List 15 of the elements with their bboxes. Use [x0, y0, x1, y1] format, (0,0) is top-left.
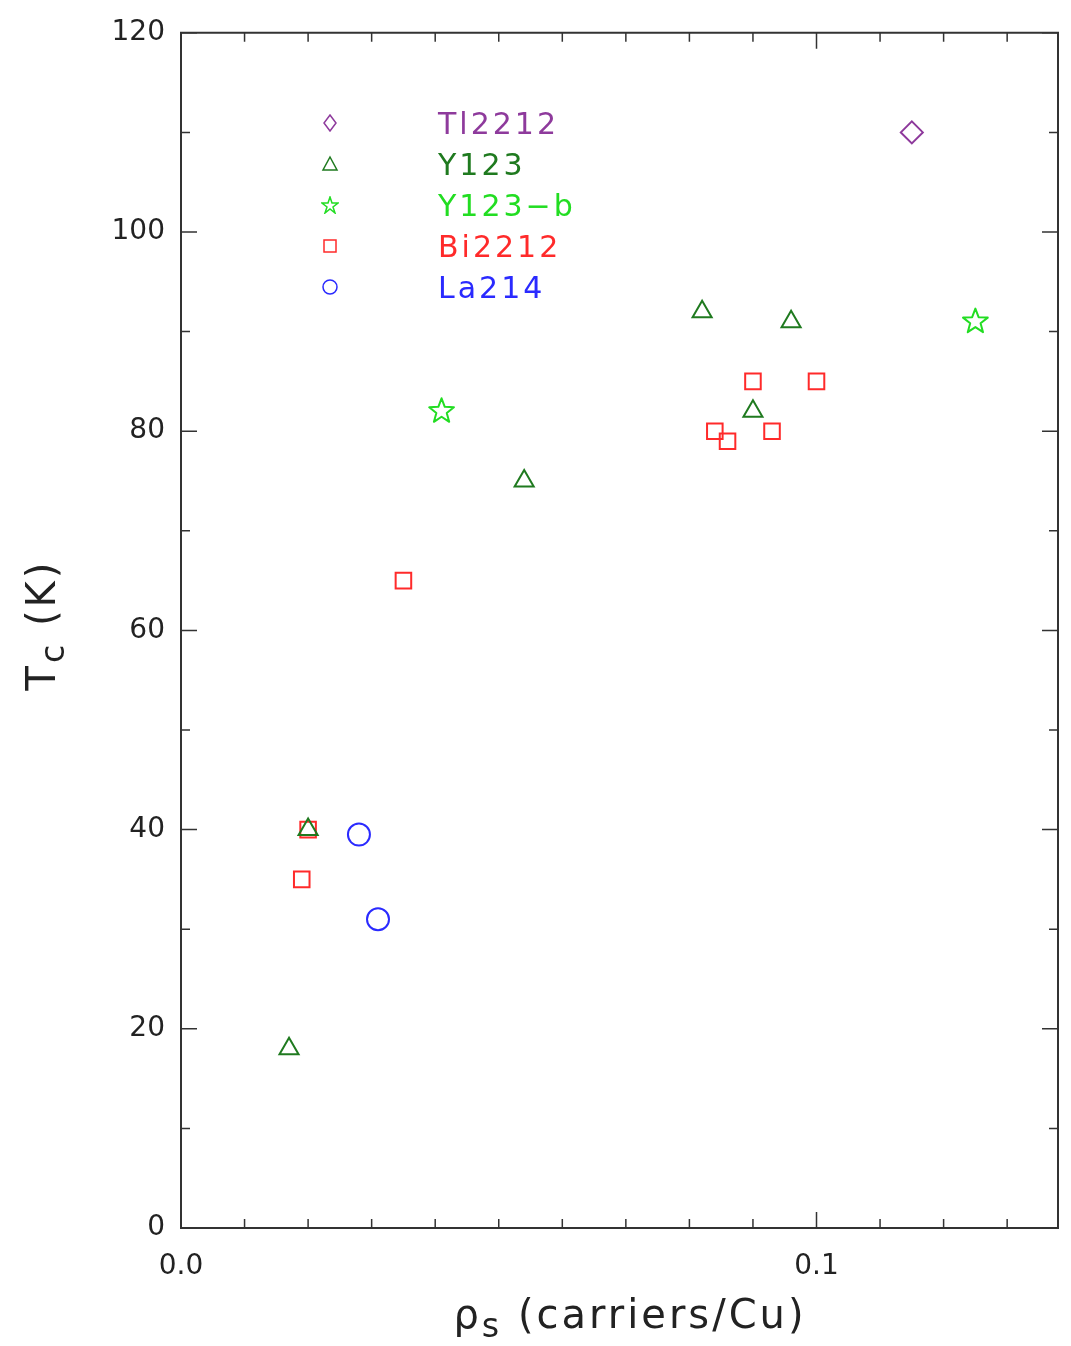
- y-tick-label: 80: [129, 412, 165, 446]
- text: La214: [438, 269, 546, 305]
- x-tick-label: 0.1: [794, 1248, 839, 1282]
- y-tick-label: 60: [129, 611, 165, 645]
- y-tick-label: 120: [111, 14, 165, 48]
- y-tick-label: 40: [129, 810, 165, 844]
- y-tick-label: 0: [147, 1209, 165, 1243]
- text: Y123: [438, 146, 526, 182]
- y-tick-label: 20: [129, 1010, 165, 1044]
- y-tick-label: 100: [111, 213, 165, 247]
- text: Y123−b: [438, 187, 576, 223]
- text: Bi2212: [438, 228, 562, 264]
- x-axis-title: ρ$_{s}$ (carriers/Cu): [453, 1291, 807, 1345]
- text: Tl2212: [438, 105, 560, 141]
- x-tick-label: 0.0: [158, 1248, 204, 1282]
